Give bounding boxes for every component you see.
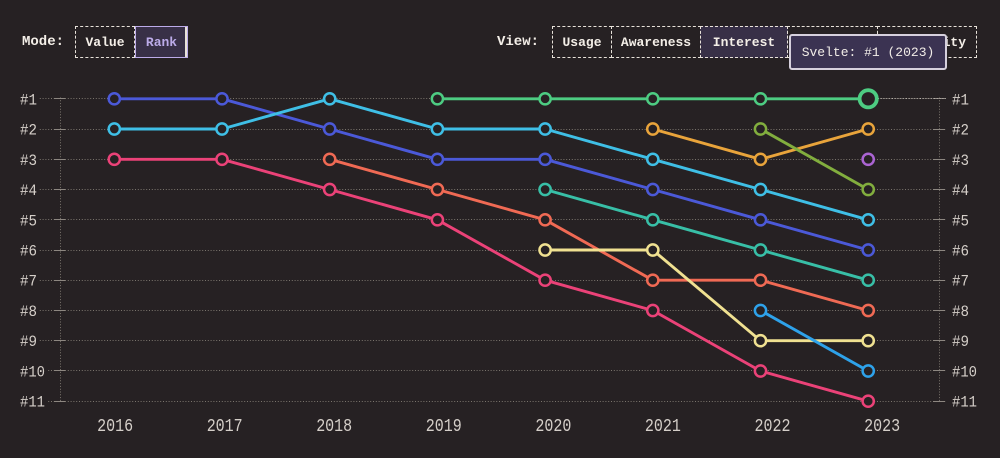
svg-text:2018: 2018 — [316, 417, 352, 437]
svg-text:#1: #1 — [952, 91, 969, 109]
svg-text:2022: 2022 — [755, 417, 791, 437]
svg-text:2019: 2019 — [426, 417, 462, 437]
svg-text:#9: #9 — [20, 333, 37, 351]
svg-text:#10: #10 — [20, 364, 45, 382]
svg-text:#4: #4 — [952, 182, 969, 200]
svg-text:#8: #8 — [20, 303, 37, 321]
svg-text:#5: #5 — [952, 212, 969, 230]
svg-text:2023: 2023 — [864, 417, 900, 437]
svg-text:#2: #2 — [952, 122, 969, 140]
svg-text:2016: 2016 — [97, 417, 133, 437]
svg-text:#7: #7 — [952, 273, 969, 291]
svg-text:#3: #3 — [20, 152, 37, 170]
svg-text:2020: 2020 — [535, 417, 571, 437]
svg-text:#6: #6 — [952, 243, 969, 261]
svg-text:2017: 2017 — [207, 417, 243, 437]
svg-text:#5: #5 — [20, 212, 37, 230]
svg-text:#8: #8 — [952, 303, 969, 321]
svg-text:#2: #2 — [20, 122, 37, 140]
svg-text:#6: #6 — [20, 243, 37, 261]
svg-text:#3: #3 — [952, 152, 969, 170]
svg-text:#1: #1 — [20, 91, 37, 109]
svg-text:#11: #11 — [952, 394, 977, 412]
svg-text:2021: 2021 — [645, 417, 681, 437]
svg-text:#11: #11 — [20, 394, 45, 412]
svg-text:#4: #4 — [20, 182, 37, 200]
svg-text:#7: #7 — [20, 273, 37, 291]
svg-text:#9: #9 — [952, 333, 969, 351]
svg-text:#10: #10 — [952, 364, 977, 382]
